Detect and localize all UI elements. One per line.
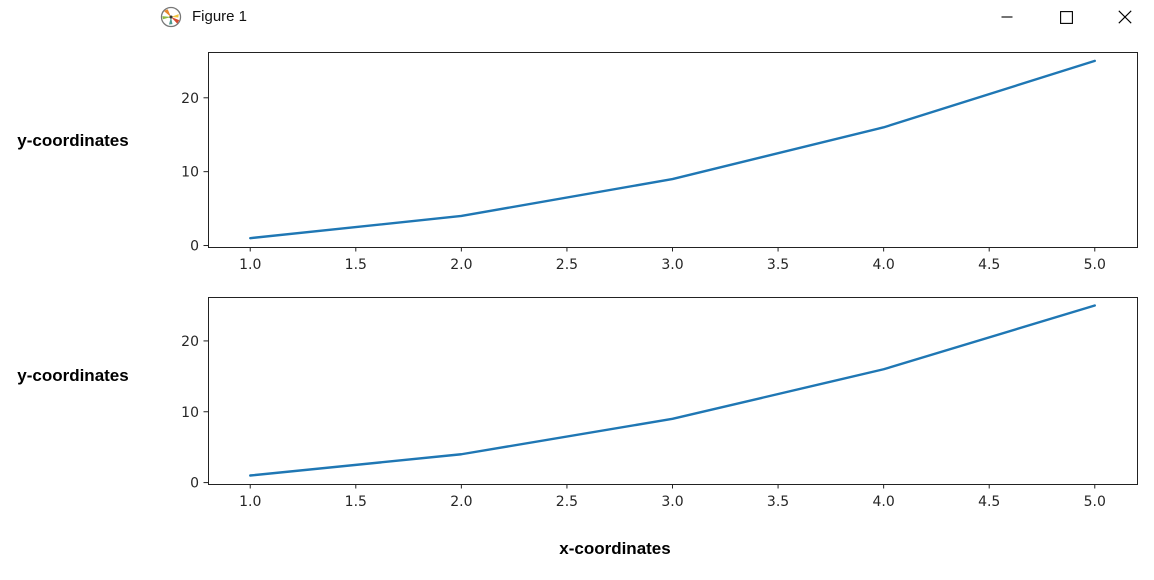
x-tick-label: 5.0 [1084, 257, 1106, 273]
x-tick-label: 1.5 [345, 494, 367, 510]
x-tick-label: 2.0 [450, 257, 472, 273]
y-tick-label: 10 [181, 165, 199, 181]
x-tick-label: 3.0 [661, 494, 683, 510]
maximize-button[interactable] [1051, 2, 1081, 32]
y-tick-label: 20 [181, 91, 199, 107]
x-tick-label: 2.0 [450, 494, 472, 510]
matplotlib-icon [160, 6, 182, 28]
close-button[interactable] [1110, 2, 1140, 32]
x-tick-label: 1.5 [345, 257, 367, 273]
x-tick-label: 4.0 [873, 494, 895, 510]
x-tick-label: 3.0 [661, 257, 683, 273]
minimize-icon [1001, 16, 1013, 18]
xlabel: x-coordinates [559, 539, 671, 558]
ylabel-top-subplot: y-coordinates [17, 131, 129, 150]
x-tick-label: 4.0 [873, 257, 895, 273]
window-controls [992, 2, 1140, 32]
x-tick-label: 4.5 [978, 494, 1000, 510]
x-tick-label: 2.5 [556, 257, 578, 273]
y-tick-label: 20 [181, 334, 199, 350]
figure-canvas: 1.0 1.5 2.0 2.5 3.0 3.5 4.0 4.5 5.0 0 10 20 1.0 1.5 2.… [0, 35, 1154, 580]
maximize-icon [1059, 10, 1073, 24]
subplot-1: 1.0 1.5 2.0 2.5 3.0 3.5 4.0 4.5 5.0 0 10 20 [181, 52, 1138, 273]
data-line [249, 304, 1096, 477]
x-tick-label: 4.5 [978, 257, 1000, 273]
titlebar: Figure 1 [0, 0, 1154, 35]
y-tick-label: 0 [190, 476, 199, 492]
y-tick-label: 0 [190, 239, 199, 255]
axes-frame [208, 52, 1138, 248]
minimize-button[interactable] [992, 2, 1022, 32]
x-tick-label: 2.5 [556, 494, 578, 510]
x-tick-label: 1.0 [239, 494, 261, 510]
subplot-2: 1.0 1.5 2.0 2.5 3.0 3.5 4.0 4.5 5.0 0 10 20 [181, 297, 1138, 510]
axes-frame [208, 297, 1138, 485]
close-icon [1118, 10, 1132, 24]
data-line [249, 59, 1096, 240]
x-tick-label: 1.0 [239, 257, 261, 273]
window-title: Figure 1 [192, 8, 248, 25]
x-tick-label: 3.5 [767, 494, 789, 510]
y-tick-label: 10 [181, 405, 199, 421]
subplots-svg: 1.0 1.5 2.0 2.5 3.0 3.5 4.0 4.5 5.0 0 10 20 1.0 1.5 2.… [181, 52, 1138, 510]
ylabel-bottom-subplot: y-coordinates [17, 366, 129, 385]
x-tick-label: 3.5 [767, 257, 789, 273]
x-tick-label: 5.0 [1084, 494, 1106, 510]
